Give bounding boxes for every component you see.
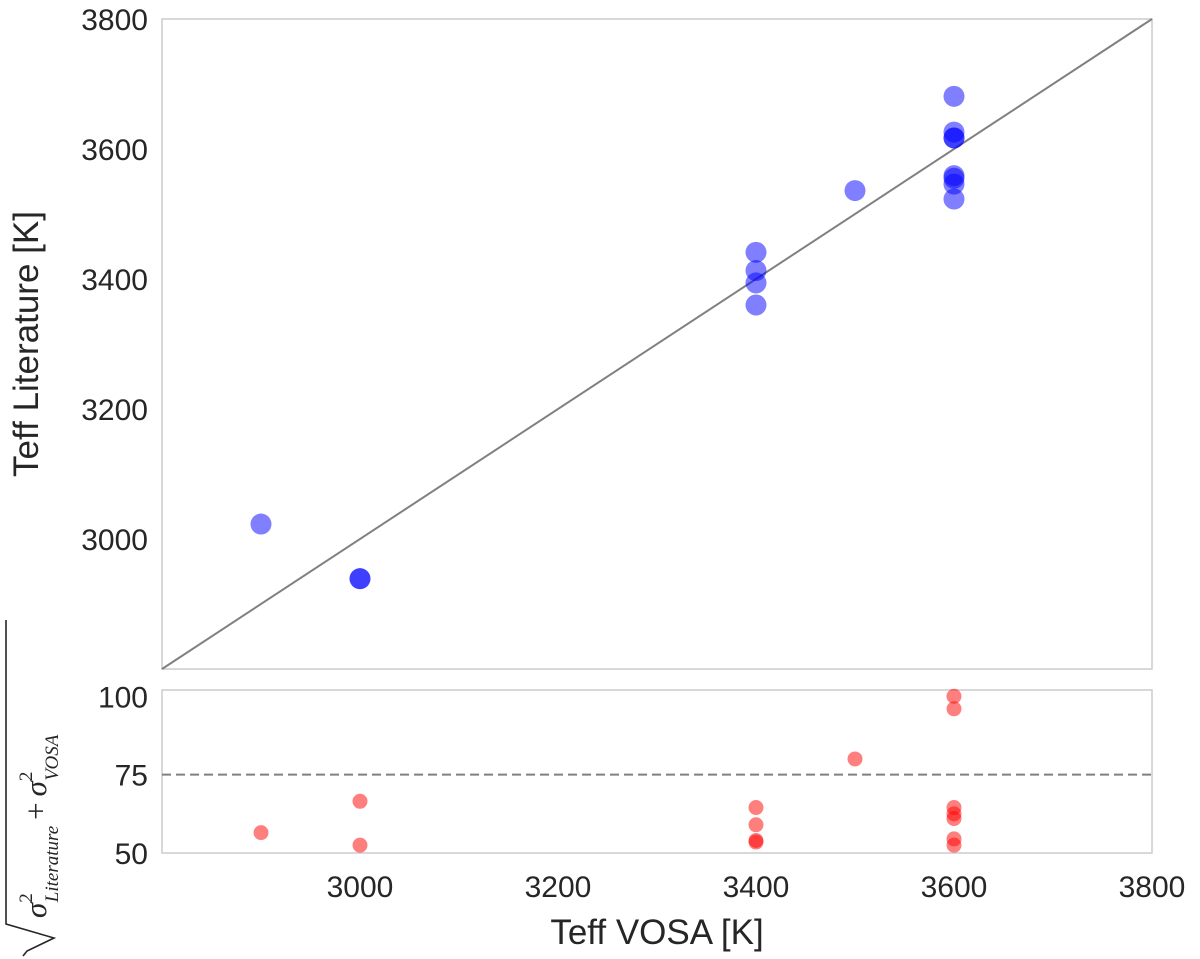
- x-tick-label: 3600: [921, 871, 988, 904]
- bottom-data-point: [946, 688, 962, 704]
- top-data-point: [745, 272, 767, 294]
- top-data-point: [943, 188, 965, 210]
- top-reference-line-group: [161, 18, 1153, 670]
- bottom-y-axis-label: σ2 Literature+σ2 VOSA: [5, 620, 63, 957]
- bottom-data-point: [748, 817, 764, 833]
- top-y-axis-label: Teff Literature [K]: [7, 211, 46, 477]
- bottom-plot-frame: [161, 689, 1153, 854]
- top-data-point: [745, 241, 767, 263]
- top-points-group: [250, 85, 965, 590]
- sigma-2: σ: [18, 779, 53, 796]
- bottom-data-point: [352, 793, 368, 809]
- top-data-point: [250, 513, 272, 535]
- bottom-data-point: [748, 834, 764, 850]
- x-axis-label: Teff VOSA [K]: [550, 913, 763, 952]
- top-panel: 3000 3200 3400 3600 3800 Teff Literature [K]: [7, 4, 1153, 670]
- sup-2: 2: [16, 772, 37, 782]
- bottom-y-tick-label: 50: [115, 838, 148, 871]
- x-tick-label: 3000: [327, 871, 394, 904]
- bottom-data-point: [946, 811, 962, 827]
- bottom-y-tick-labels: 50 75 100: [98, 681, 148, 871]
- sigma-1: σ: [18, 901, 53, 918]
- top-y-tick-label: 3800: [81, 4, 148, 37]
- top-y-tick-label: 3600: [81, 134, 148, 167]
- top-data-point: [349, 568, 371, 590]
- top-data-point: [844, 180, 866, 202]
- bottom-y-label-text: σ2 Literature+σ2 VOSA: [16, 734, 63, 918]
- top-data-point: [943, 127, 965, 149]
- bottom-panel: 50 75 100 3000 3200 3400 3600 3800 Teff VOSA […: [5, 620, 1186, 957]
- top-y-tick-labels: 3000 3200 3400 3600 3800: [81, 4, 148, 557]
- bottom-data-point: [253, 825, 269, 841]
- top-y-tick-label: 3400: [81, 264, 148, 297]
- bottom-x-tick-labels: 3000 3200 3400 3600 3800: [327, 871, 1186, 904]
- bottom-data-point: [847, 751, 863, 767]
- x-tick-label: 3200: [525, 871, 592, 904]
- top-y-tick-label: 3000: [81, 524, 148, 557]
- sub-literature: Literature: [42, 826, 63, 903]
- sup-1: 2: [16, 893, 37, 903]
- top-y-tick-label: 3200: [81, 394, 148, 427]
- x-tick-label: 3400: [723, 871, 790, 904]
- bottom-data-point: [946, 701, 962, 717]
- sqrt-radical-sign: [5, 620, 57, 957]
- sub-vosa: VOSA: [42, 734, 63, 780]
- bottom-data-point: [352, 837, 368, 853]
- top-data-point: [745, 294, 767, 316]
- bottom-data-point: [748, 800, 764, 816]
- identity-line: [161, 18, 1153, 670]
- top-data-point: [943, 85, 965, 107]
- bottom-y-tick-label: 100: [98, 681, 148, 714]
- bottom-y-tick-label: 75: [115, 760, 148, 793]
- bottom-points-group: [253, 688, 962, 853]
- top-data-point: [943, 173, 965, 195]
- bottom-data-point: [946, 837, 962, 853]
- plus-sign: +: [18, 802, 53, 819]
- x-tick-label: 3800: [1119, 871, 1186, 904]
